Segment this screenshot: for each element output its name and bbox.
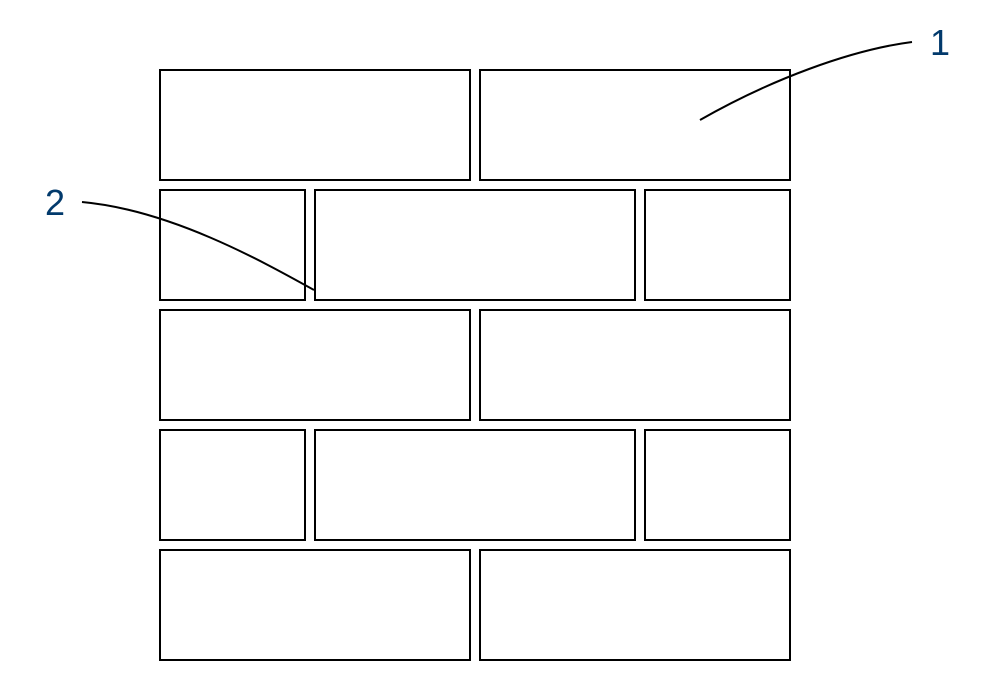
brick bbox=[315, 430, 635, 540]
brick bbox=[480, 70, 790, 180]
brick bbox=[480, 310, 790, 420]
callout-label-1: 1 bbox=[930, 22, 950, 63]
brick bbox=[160, 190, 305, 300]
brick bbox=[480, 550, 790, 660]
brick-wall-diagram: 12 bbox=[0, 0, 1000, 700]
brick bbox=[315, 190, 635, 300]
brick bbox=[645, 430, 790, 540]
brick bbox=[160, 550, 470, 660]
brick bbox=[160, 70, 470, 180]
bricks-layer bbox=[160, 70, 790, 660]
brick bbox=[160, 430, 305, 540]
callout-label-2: 2 bbox=[45, 182, 65, 223]
brick bbox=[645, 190, 790, 300]
brick bbox=[160, 310, 470, 420]
